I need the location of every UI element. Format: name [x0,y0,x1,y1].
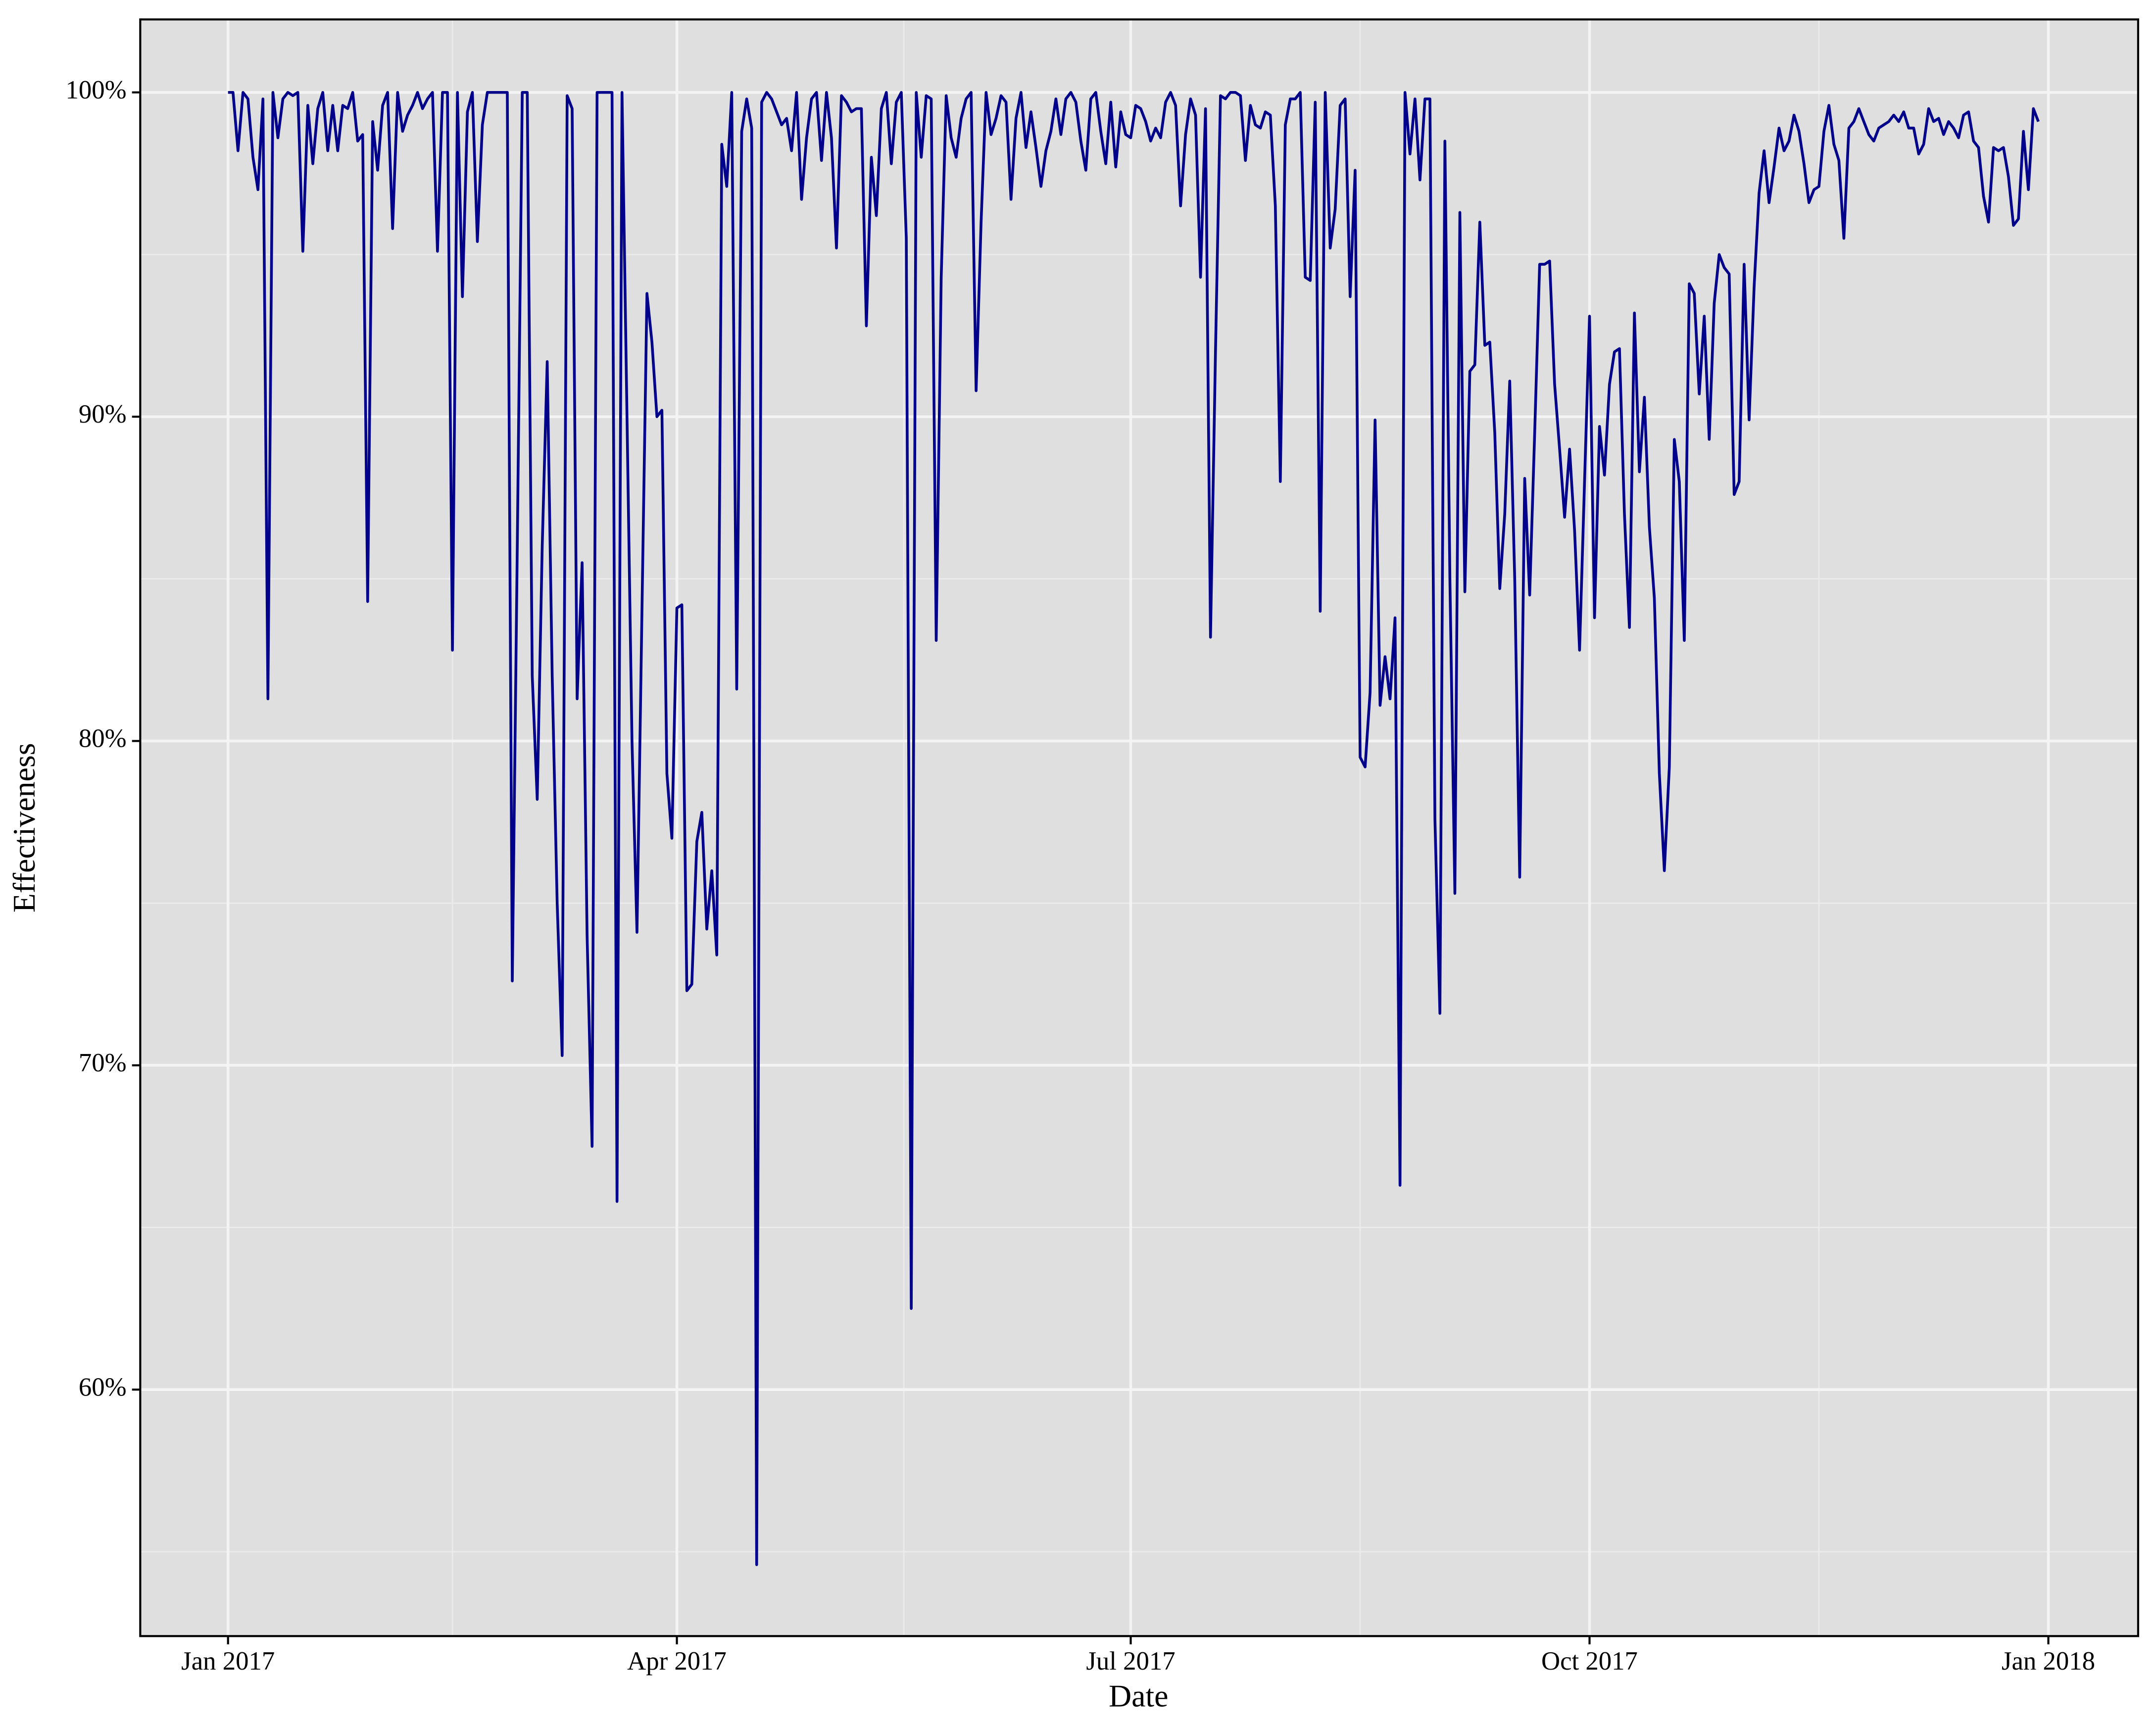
x-tick-label: Jan 2018 [2002,1647,2095,1676]
marks [228,91,2040,1566]
x-tick-label: Jul 2017 [1086,1647,1175,1676]
x-axis-title: Date [1109,1679,1169,1714]
y-tick-label: 80% [79,724,127,753]
x-tick-label: Oct 2017 [1541,1647,1638,1676]
y-tick-label: 100% [65,76,126,104]
axes: 60% 70% 80% 90% 100% Jan 2017 Apr 2017 Jul 2017… [65,76,2095,1676]
data-line [228,91,2040,1566]
y-axis-title: Effectiveness [6,743,42,912]
y-tick-label: 90% [79,400,127,429]
y-tick-label: 70% [79,1049,127,1077]
grid [140,19,2138,1636]
x-tick-label: Jan 2017 [181,1647,275,1676]
plot-panel [140,19,2138,1636]
x-tick-label: Apr 2017 [627,1647,727,1676]
plot-border [139,18,2139,1637]
y-tick-label: 60% [79,1373,127,1401]
